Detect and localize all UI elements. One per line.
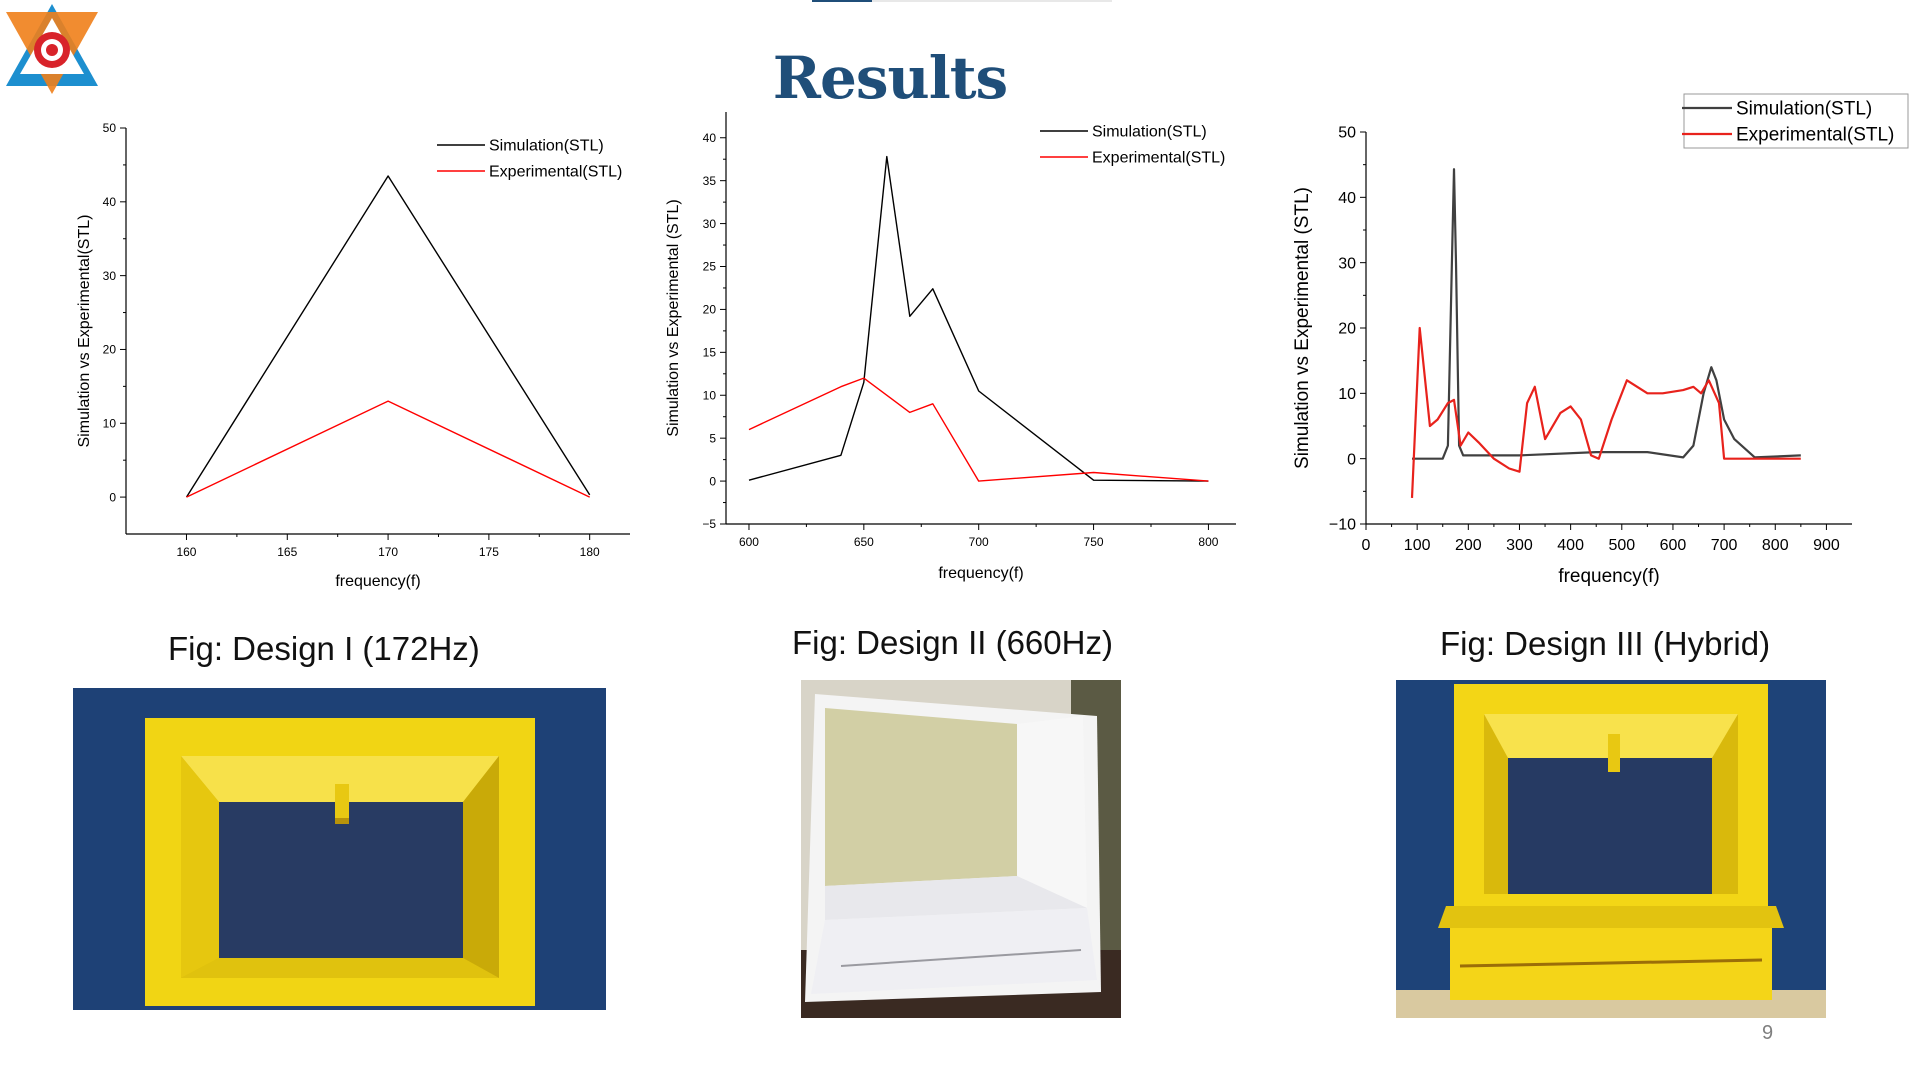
chart2-y-tick-label: 10 [703,388,717,402]
chart1-x-tick-label: 170 [378,545,398,559]
chart2-y-tick-label: −5 [702,517,716,531]
chart2-x-tick-label: 750 [1084,535,1104,549]
chart3-y-tick-label: 50 [1338,125,1356,142]
photo-design-2 [801,680,1121,1018]
caption-design-2: Fig: Design II (660Hz) [792,624,1113,661]
chart3-y-tick-label: 0 [1347,451,1356,468]
chart2-series-experimental-line [748,377,1209,482]
chart3-series-experimental-line [1410,326,1801,498]
chart3-x-tick-label: 900 [1813,537,1840,554]
chart3-legend-label: Experimental(STL) [1736,125,1894,146]
chart1-series-experimental-line [186,400,591,498]
chart1-y-tick-label: 20 [103,343,117,357]
chart1-legend-label: Experimental(STL) [489,164,622,181]
chart2-y-tick-label: 0 [709,474,716,488]
slide-title: Results [772,44,1008,112]
chart2-y-tick-label: 20 [703,303,717,317]
chart1-series-simulation-line [185,175,591,498]
chart3-y-tick-label: 40 [1338,190,1356,207]
chart3-x-tick-label: 700 [1711,537,1738,554]
photo-design-3 [1396,680,1826,1018]
chart3-x-tick-label: 100 [1404,537,1431,554]
chart1-y-tick-label: 30 [103,269,117,283]
chart2-x-axis-label: frequency(f) [938,565,1023,582]
chart2-x-tick-label: 700 [969,535,989,549]
chart2-y-tick-label: 35 [703,174,717,188]
photo-design-1 [73,688,606,1010]
chart3-x-axis-label: frequency(f) [1558,566,1659,587]
chart2-x-tick-label: 650 [854,535,874,549]
chart1-x-tick-label: 175 [479,545,499,559]
chart3-x-tick-label: 800 [1762,537,1789,554]
chart1-y-axis-label: Simulation vs Experimental(STL) [76,215,93,448]
chart2-y-tick-label: 15 [703,346,717,360]
chart3-y-tick-label: −10 [1329,517,1356,534]
chart2-y-axis-label: Simulation vs Experimental (STL) [665,199,682,436]
chart3-x-tick-label: 0 [1362,537,1371,554]
caption-design-3: Fig: Design III (Hybrid) [1440,625,1771,662]
caption-design-1: Fig: Design I (172Hz) [168,630,480,667]
chart3-x-tick-label: 300 [1506,537,1533,554]
chart2-x-tick-label: 600 [739,535,759,549]
chart2-y-tick-label: 40 [703,131,717,145]
page-number: 9 [1762,1022,1774,1044]
chart3-y-tick-label: 30 [1338,255,1356,272]
chart3-y-tick-label: 20 [1338,321,1356,338]
chart1-legend-label: Simulation(STL) [489,138,604,155]
chart2-x-tick-label: 800 [1198,535,1218,549]
chart1-x-tick-label: 160 [176,545,196,559]
university-logo-icon [6,4,98,94]
chart3-x-tick-label: 600 [1660,537,1687,554]
top-accent-bar [812,0,1112,2]
chart1-y-tick-label: 50 [103,121,117,135]
chart2-series-simulation-line [748,155,1209,482]
chart3-y-axis-label: Simulation vs Experimental (STL) [1292,187,1313,469]
chart1-x-tick-label: 180 [580,545,600,559]
chart1-y-tick-label: 40 [103,195,117,209]
chart3-x-tick-label: 400 [1557,537,1584,554]
chart1-x-axis-label: frequency(f) [335,573,420,590]
chart2-y-tick-label: 5 [709,431,716,445]
chart3-series-simulation-line [1412,168,1801,460]
chart2-legend-label: Simulation(STL) [1092,124,1207,141]
chart3-x-tick-label: 200 [1455,537,1482,554]
chart2-y-tick-label: 25 [703,260,717,274]
chart1-y-tick-label: 10 [103,416,117,430]
chart1-y-tick-label: 0 [109,490,116,504]
chart3-x-tick-label: 500 [1608,537,1635,554]
chart2-legend-label: Experimental(STL) [1092,150,1225,167]
chart2-y-tick-label: 30 [703,217,717,231]
chart1-x-tick-label: 165 [277,545,297,559]
chart3-y-tick-label: 10 [1338,386,1356,403]
